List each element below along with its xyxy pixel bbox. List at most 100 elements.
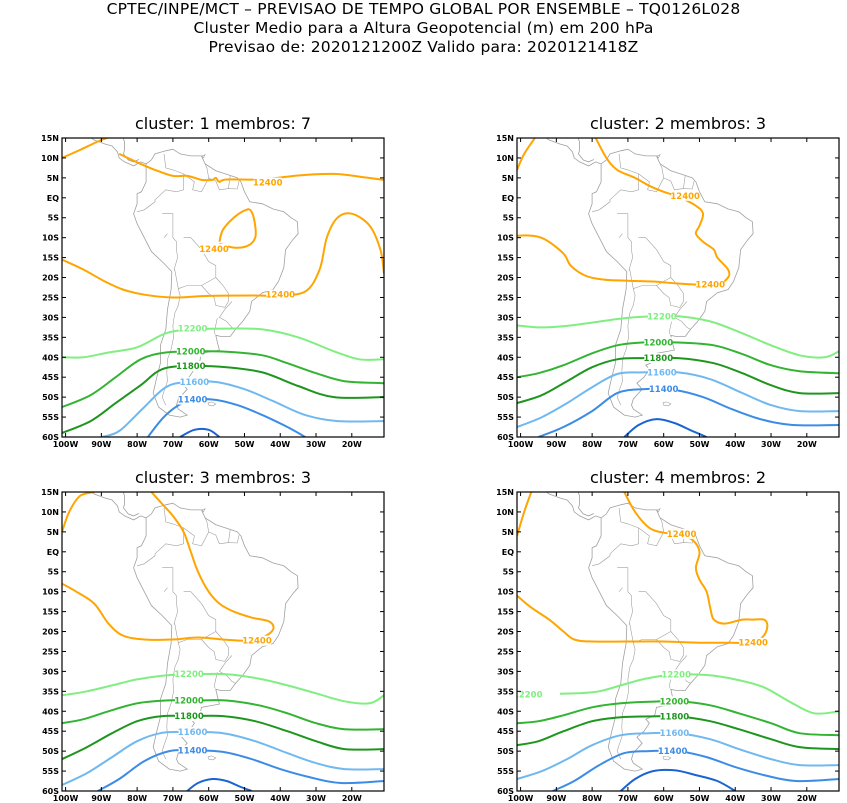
- lat-label: EQ: [47, 548, 59, 557]
- map-frame: [61, 491, 385, 792]
- island: [201, 508, 206, 513]
- country-border: [162, 567, 177, 604]
- contour-label-bg: [178, 394, 207, 405]
- contour-label: 12200: [178, 325, 208, 335]
- country-border: [218, 655, 236, 684]
- island: [637, 125, 644, 127]
- lat-label: 15N: [496, 488, 514, 497]
- contour-label: 11400: [178, 746, 208, 756]
- lon-label: 60W: [654, 794, 674, 803]
- lon-label: 70W: [163, 440, 183, 449]
- country-border: [609, 153, 639, 201]
- country-border: [628, 603, 633, 625]
- country-border: [638, 163, 665, 193]
- coastline: [122, 138, 140, 163]
- lat-label: 30S: [497, 667, 514, 676]
- country-border: [629, 591, 672, 644]
- lat-label: 5N: [47, 528, 59, 537]
- contour-label: 12400: [265, 291, 295, 301]
- lat-label: 5N: [502, 174, 514, 183]
- lat-label: 15N: [496, 134, 514, 143]
- lat-label: 5N: [47, 174, 59, 183]
- lat-label: 10S: [497, 234, 514, 243]
- lon-label: 60W: [199, 794, 219, 803]
- lat-label: 35S: [497, 687, 514, 696]
- contour-label-bg: [649, 384, 678, 395]
- lat-label: 10S: [42, 234, 59, 243]
- lat-label: 40S: [42, 707, 59, 716]
- country-border: [174, 237, 217, 290]
- country-border: [683, 181, 695, 190]
- lat-label: 20S: [497, 274, 514, 283]
- map-panel-4: 12400 12400 12200 12200 12000 11800 11600 11400: [513, 492, 839, 791]
- contour-label: 12200: [513, 691, 543, 701]
- lat-label: 10N: [496, 508, 514, 517]
- coastline: [90, 492, 147, 521]
- contour-line: [62, 138, 110, 159]
- country-border: [173, 249, 178, 271]
- coastline: [545, 492, 602, 521]
- contour-label: 11600: [180, 378, 210, 388]
- lat-label: 25S: [42, 293, 59, 302]
- lat-label: 25S: [497, 293, 514, 302]
- lat-label: 50S: [497, 747, 514, 756]
- country-border: [228, 535, 240, 544]
- contour-label: 12200: [647, 313, 677, 323]
- lon-label: 100W: [53, 794, 79, 803]
- contour-line: [517, 314, 839, 359]
- lat-label: 5S: [503, 568, 515, 577]
- contour-label-bg: [739, 637, 768, 648]
- contour-line: [118, 152, 384, 183]
- contour-label-bg: [647, 367, 676, 378]
- contour-label-bg: [660, 728, 689, 739]
- contour-label: 11400: [649, 385, 679, 395]
- contour-line: [62, 492, 95, 533]
- lon-label: 80W: [127, 794, 147, 803]
- contour-label-bg: [671, 190, 700, 201]
- contour-line: [186, 777, 252, 791]
- lon-label: 40W: [725, 440, 745, 449]
- lon-label: 80W: [582, 794, 602, 803]
- lat-label: EQ: [502, 548, 514, 557]
- country-border: [617, 213, 632, 250]
- lat-label: 30S: [497, 313, 514, 322]
- lat-label: 5S: [503, 214, 515, 223]
- island: [656, 154, 661, 159]
- lon-label: 40W: [270, 440, 290, 449]
- contour-label: 12200: [174, 670, 204, 680]
- lon-label: 100W: [508, 440, 534, 449]
- lat-label: 50S: [497, 393, 514, 402]
- lon-label: 30W: [761, 440, 781, 449]
- lat-label: 35S: [42, 333, 59, 342]
- lat-label: 25S: [497, 647, 514, 656]
- country-border: [592, 199, 611, 213]
- coastline: [90, 138, 147, 167]
- contour-line: [62, 730, 384, 786]
- country-border: [616, 642, 636, 760]
- lon-label: 30W: [761, 794, 781, 803]
- contour-line: [517, 370, 839, 428]
- contour-label: 12000: [644, 339, 674, 349]
- country-border: [628, 249, 633, 271]
- lat-label: 45S: [497, 727, 514, 736]
- country-border: [228, 181, 240, 190]
- contour-line: [620, 768, 736, 791]
- contour-label-bg: [175, 695, 204, 706]
- contour-label: 12400: [667, 530, 697, 540]
- country-border: [592, 553, 611, 567]
- map-frame: [61, 137, 385, 438]
- lon-label: 100W: [508, 794, 534, 803]
- contour-label-bg: [660, 696, 689, 707]
- lat-label: 35S: [42, 687, 59, 696]
- coastline: [133, 502, 299, 772]
- contour-line: [623, 418, 707, 437]
- header-line-1: CPTEC/INPE/MCT – PREVISAO DE TEMPO GLOBA…: [106, 0, 741, 18]
- country-border: [183, 517, 210, 547]
- lat-label: 60S: [497, 787, 514, 796]
- lat-label: 35S: [497, 333, 514, 342]
- contour-line: [517, 492, 533, 537]
- lat-label: 5S: [48, 568, 60, 577]
- lon-label: 80W: [582, 440, 602, 449]
- contour-label: 11600: [178, 728, 208, 738]
